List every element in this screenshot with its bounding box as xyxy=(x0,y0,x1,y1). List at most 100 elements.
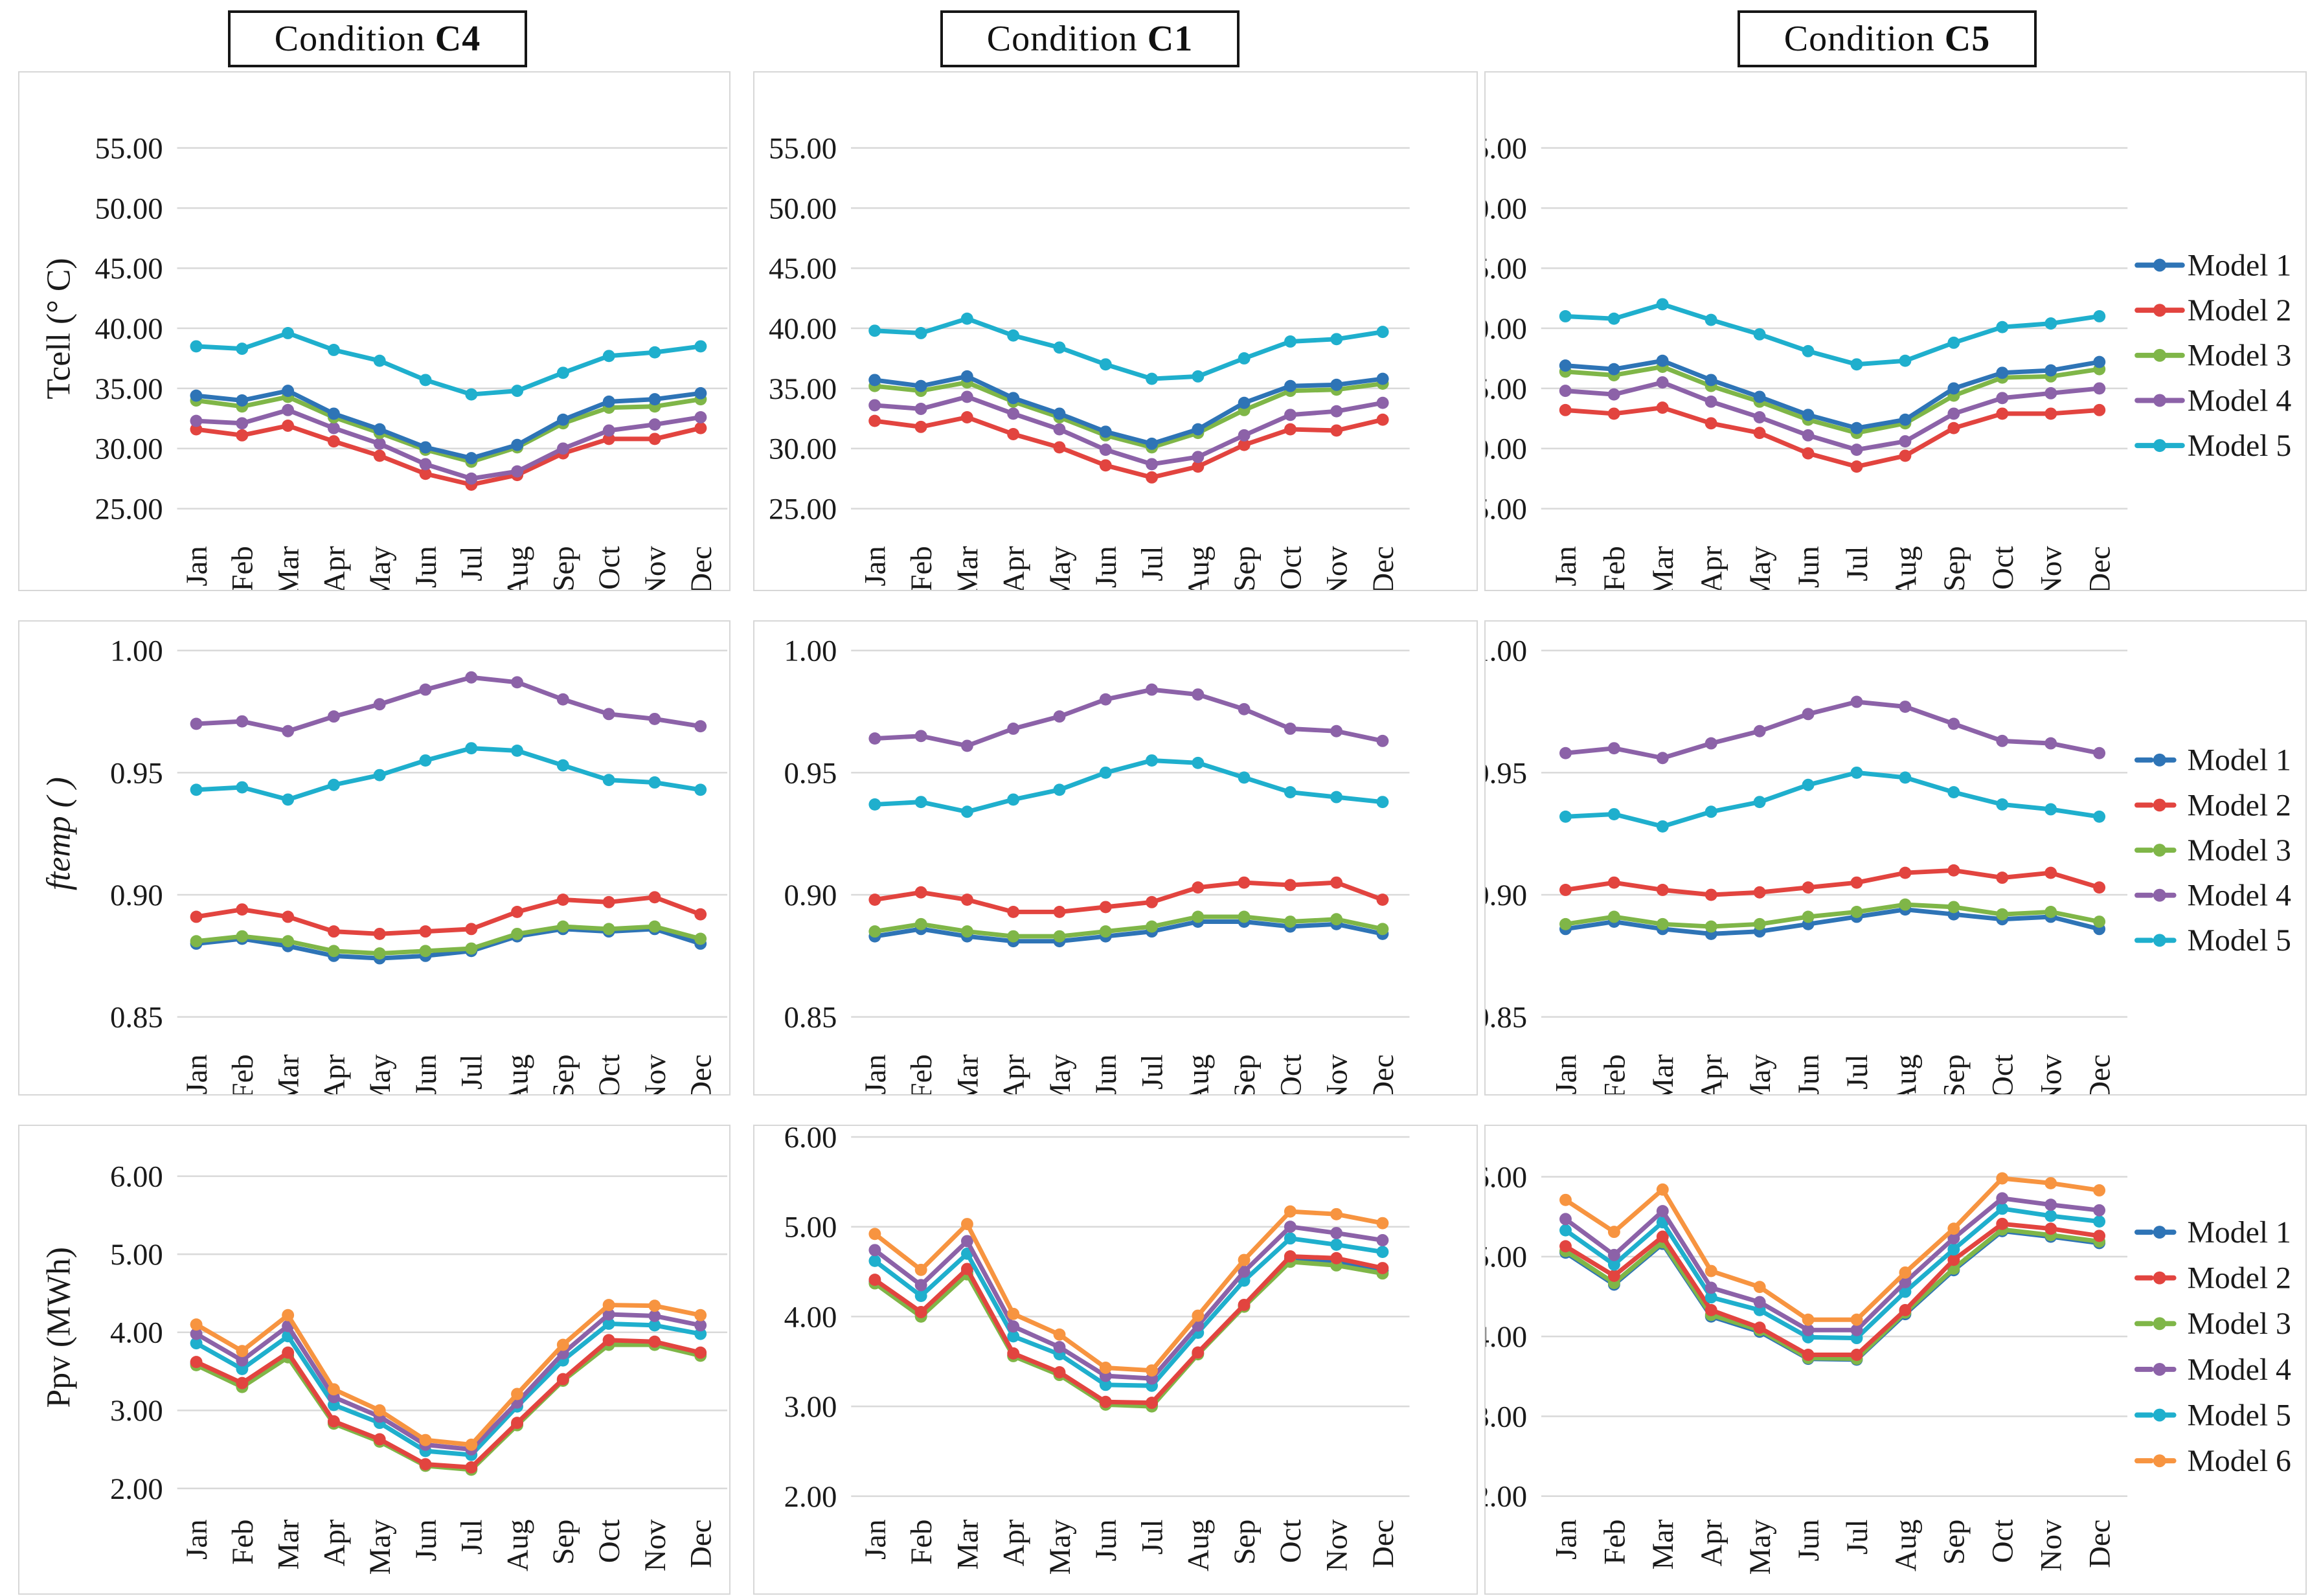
series-marker xyxy=(1899,449,1912,462)
series-marker xyxy=(1704,920,1717,933)
y-tick-label: 35.00 xyxy=(95,372,163,406)
legend-label: Model 1 xyxy=(2188,248,2291,282)
legend-label: Model 2 xyxy=(2188,1261,2291,1296)
series-line-model-4 xyxy=(872,394,1385,467)
series-marker xyxy=(648,418,661,431)
x-tick-label: Jul xyxy=(1840,1054,1874,1090)
x-tick-label: Jul xyxy=(1135,546,1169,581)
series-marker xyxy=(1704,374,1717,387)
series-marker xyxy=(1559,403,1572,416)
series-marker xyxy=(1330,424,1343,437)
x-tick-label: May xyxy=(1743,1054,1777,1096)
series-line-model-3 xyxy=(872,914,1385,939)
series-marker xyxy=(1192,881,1205,894)
x-tick-label: Jun xyxy=(409,1054,443,1096)
y-tick-label: 4.00 xyxy=(1484,1320,1527,1354)
series-line-model-5 xyxy=(194,1321,703,1457)
legend-label: Model 3 xyxy=(2188,833,2291,868)
y-tick-label: 50.00 xyxy=(769,192,837,225)
series-marker xyxy=(1656,298,1669,311)
series-marker xyxy=(1607,742,1620,755)
y-tick-label: 1.00 xyxy=(110,635,163,668)
series-marker xyxy=(648,1319,661,1332)
series-marker xyxy=(1053,407,1066,420)
series-marker xyxy=(1704,737,1717,750)
series-marker xyxy=(1053,423,1066,436)
series-marker xyxy=(1996,871,2009,884)
series-marker xyxy=(914,327,927,339)
series-marker xyxy=(1053,1328,1066,1341)
series-marker xyxy=(648,712,661,725)
x-tick-label: Apr xyxy=(1695,1519,1728,1566)
series-marker xyxy=(914,1306,927,1318)
series-marker xyxy=(556,920,569,933)
x-tick-label: Nov xyxy=(1320,1519,1354,1571)
series-marker xyxy=(1996,1202,2009,1215)
x-tick-label: Jun xyxy=(1792,546,1826,588)
series-marker xyxy=(465,742,478,755)
series-marker xyxy=(1284,1220,1297,1233)
series-marker xyxy=(1704,1291,1717,1304)
y-tick-label: 45.00 xyxy=(1484,252,1527,286)
series-marker xyxy=(1007,1307,1020,1320)
series-marker xyxy=(868,324,881,337)
series-marker xyxy=(557,442,569,455)
series-marker xyxy=(1099,459,1112,472)
x-tick-label: Jan xyxy=(859,1054,892,1094)
series-marker xyxy=(1284,423,1297,436)
series-marker xyxy=(1559,1193,1572,1206)
series-marker xyxy=(557,366,569,379)
series-marker xyxy=(556,894,569,906)
series-line-model-6 xyxy=(194,1303,703,1447)
legend-marker xyxy=(2153,1362,2166,1376)
series-marker xyxy=(1947,382,1960,395)
x-tick-label: Dec xyxy=(685,1520,718,1568)
x-tick-label: Oct xyxy=(593,1520,626,1563)
series-marker xyxy=(556,759,569,772)
y-tick-label: 2.00 xyxy=(110,1472,163,1506)
x-tick-label: Aug xyxy=(1889,1054,1923,1096)
y-tick-label: 3.00 xyxy=(1484,1400,1527,1433)
x-tick-label: Dec xyxy=(2083,1054,2117,1096)
legend-marker xyxy=(2153,394,2166,407)
series-line-model-5 xyxy=(1563,770,2102,829)
legend-marker xyxy=(2153,798,2166,812)
series-line-model-5 xyxy=(872,316,1385,381)
series-marker xyxy=(1947,407,1960,420)
series-marker xyxy=(2044,737,2057,750)
y-tick-label: 50.00 xyxy=(95,192,163,225)
series-marker xyxy=(1330,725,1343,737)
y-tick-label: 30.00 xyxy=(769,433,837,466)
y-tick-label: 25.00 xyxy=(95,493,163,526)
y-tick-label: 3.00 xyxy=(784,1390,837,1424)
x-tick-label: Mar xyxy=(272,546,306,591)
x-tick-label: Sep xyxy=(1228,1054,1262,1096)
x-tick-label: Feb xyxy=(1598,1054,1631,1096)
series-marker xyxy=(602,1299,615,1311)
series-marker xyxy=(1656,1230,1669,1243)
x-tick-label: Aug xyxy=(1182,1054,1216,1096)
series-marker xyxy=(373,947,386,960)
series-marker xyxy=(2044,364,2057,377)
x-tick-label: Mar xyxy=(272,1054,306,1096)
series-line-model-5 xyxy=(872,1236,1385,1388)
series-line-model-5 xyxy=(194,331,703,397)
series-marker xyxy=(868,1244,881,1257)
x-tick-label: Mar xyxy=(951,1519,984,1569)
series-marker xyxy=(327,407,340,420)
series-marker xyxy=(1376,372,1389,385)
x-tick-label: Jun xyxy=(1089,546,1123,588)
series-marker xyxy=(960,1235,973,1248)
series-marker xyxy=(1656,820,1669,833)
series-marker xyxy=(1238,910,1251,923)
y-tick-label: 55.00 xyxy=(1484,131,1527,165)
condition-title-code: C4 xyxy=(435,19,481,59)
series-marker xyxy=(1192,1346,1205,1359)
series-marker xyxy=(1947,1222,1960,1235)
series-marker xyxy=(2093,355,2106,368)
legend-marker xyxy=(2153,348,2166,362)
x-tick-label: Jul xyxy=(1840,1520,1874,1555)
series-marker xyxy=(1099,925,1112,938)
series-marker xyxy=(1996,1217,2009,1230)
series-marker xyxy=(602,350,615,363)
